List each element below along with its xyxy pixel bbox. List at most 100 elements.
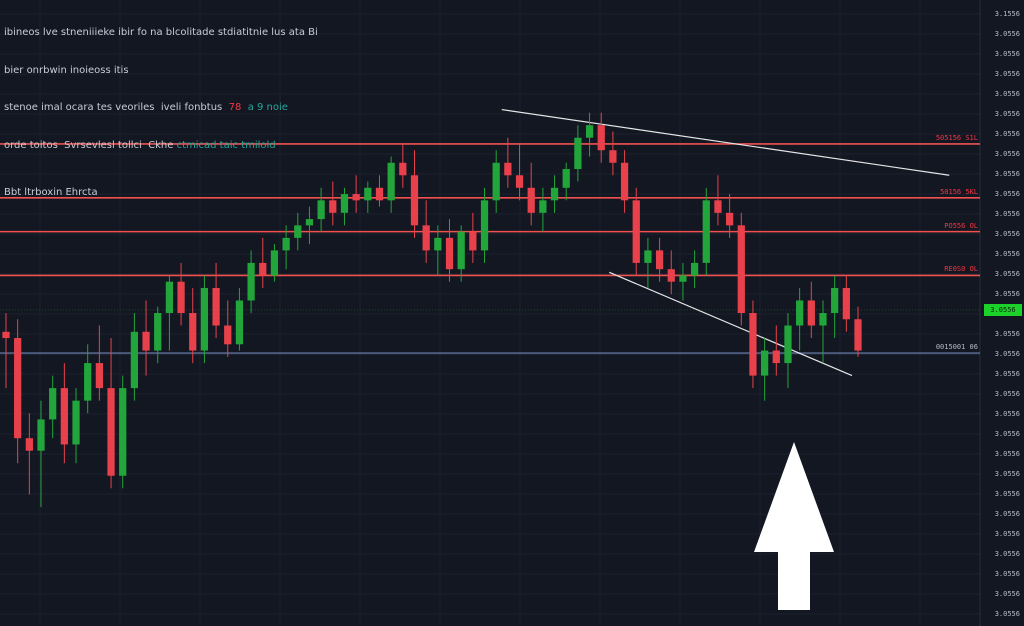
candle-up — [562, 169, 570, 188]
candle-down — [25, 438, 33, 451]
candle-down — [375, 187, 384, 201]
y-tick-label: 3.0556 — [994, 490, 1020, 498]
header-line-4: orde toitos Svrsevlesl tollci Ckhe ctmic… — [4, 139, 276, 151]
candle-up — [784, 325, 792, 364]
y-tick-label: 3.0556 — [994, 410, 1020, 418]
candle-down — [609, 150, 617, 163]
grid — [0, 0, 981, 626]
candle-down — [737, 225, 745, 313]
y-tick-label: 3.0556 — [994, 350, 1020, 358]
price-levels — [0, 143, 980, 355]
candle-up — [492, 162, 500, 201]
up-arrow-shape — [754, 442, 834, 610]
candle-down — [504, 162, 512, 176]
y-tick-label: 3.0556 — [994, 330, 1020, 338]
candle-down — [597, 125, 605, 151]
candles — [2, 112, 862, 508]
candle-down — [632, 200, 640, 263]
level-label: PO556 OL — [944, 221, 978, 230]
candle-down — [854, 319, 862, 351]
y-tick-label: 3.0556 — [994, 230, 1020, 238]
candle-up — [434, 237, 442, 251]
level-label: 0015001 06 — [935, 343, 978, 352]
trendlines — [501, 108, 950, 377]
price-axis[interactable]: 3.1556 3.0556 3.0556 3.0556 3.0556 3.0556 3.05… — [980, 0, 1024, 626]
trendline — [501, 108, 950, 176]
y-tick-label: 3.0556 — [994, 470, 1020, 478]
candle-down — [95, 363, 103, 389]
y-tick-label: 3.0556 — [994, 210, 1020, 218]
candle-up — [130, 331, 139, 389]
candle-down — [422, 225, 430, 251]
candle-down — [352, 194, 360, 201]
candle-down — [212, 287, 220, 326]
candle-down — [142, 331, 150, 351]
candle-down — [60, 388, 68, 445]
candle-down — [2, 331, 10, 339]
candle-down — [807, 300, 815, 326]
candle-up — [37, 419, 45, 451]
candle-down — [410, 175, 419, 226]
y-tick-label: 3.1556 — [994, 10, 1020, 18]
candle-up — [831, 287, 839, 313]
candle-up — [235, 300, 244, 345]
candle-up — [457, 231, 465, 270]
last-price-tag: 3.0556 — [984, 303, 1022, 316]
y-tick-label: 3.0556 — [994, 110, 1020, 118]
candle-up — [796, 300, 804, 326]
candle-down — [107, 388, 115, 476]
candle-down — [714, 200, 722, 213]
candle-up — [679, 275, 687, 282]
candle-down — [725, 212, 734, 226]
header-line-1: ibineos lve stneniiieke ibir fo na blcol… — [4, 27, 318, 38]
candle-down — [527, 187, 535, 213]
chart-header: ibineos lve stneniiieke ibir fo na blcol… — [4, 2, 318, 212]
candle-up — [574, 137, 582, 170]
candle-down — [515, 175, 524, 188]
candle-down — [259, 262, 267, 276]
candle-up — [154, 313, 162, 351]
y-tick-label: 3.0556 — [994, 570, 1020, 578]
candle-up — [270, 250, 279, 276]
candle-up — [340, 194, 349, 213]
candle-down — [620, 162, 629, 201]
y-tick-label: 3.0556 — [994, 270, 1020, 278]
level-label: 50156 5KL — [940, 187, 978, 196]
y-tick-label: 3.0556 — [994, 450, 1020, 458]
candle-down — [667, 269, 675, 282]
candle-up — [761, 350, 769, 376]
candle-up — [690, 262, 699, 276]
candle-down — [469, 231, 477, 251]
candle-up — [294, 225, 302, 238]
up-arrow-icon — [754, 442, 834, 610]
candle-up — [119, 388, 127, 476]
candle-up — [247, 262, 255, 301]
candle-up — [317, 200, 325, 220]
candle-up — [539, 200, 547, 213]
candle-up — [550, 187, 559, 201]
candle-up — [364, 187, 372, 201]
header-line-2: bier onrbwin inoieoss itis — [4, 64, 129, 76]
candle-up — [644, 250, 652, 263]
y-tick-label: 3.0556 — [994, 590, 1020, 598]
header-line-3: stenoe imal ocara tes veoriles iveli fon… — [4, 102, 288, 113]
y-tick-label: 3.0556 — [994, 530, 1020, 538]
candle-up — [282, 237, 290, 251]
candle-down — [399, 162, 407, 176]
y-tick-label: 3.0556 — [994, 510, 1020, 518]
level-label: 505156 S1L — [935, 133, 978, 142]
y-tick-label: 3.0556 — [994, 610, 1020, 618]
candle-down — [189, 313, 197, 351]
candle-up — [165, 281, 174, 313]
y-tick-label: 3.0556 — [994, 150, 1020, 158]
y-tick-label: 3.0556 — [994, 370, 1020, 378]
candle-down — [14, 338, 22, 439]
candle-up — [387, 162, 395, 201]
candle-up — [480, 200, 489, 251]
y-tick-label: 3.0556 — [994, 170, 1020, 178]
candle-up — [84, 363, 92, 401]
y-tick-label: 3.0556 — [994, 290, 1020, 298]
candle-up — [585, 125, 594, 138]
candle-up — [702, 200, 710, 263]
